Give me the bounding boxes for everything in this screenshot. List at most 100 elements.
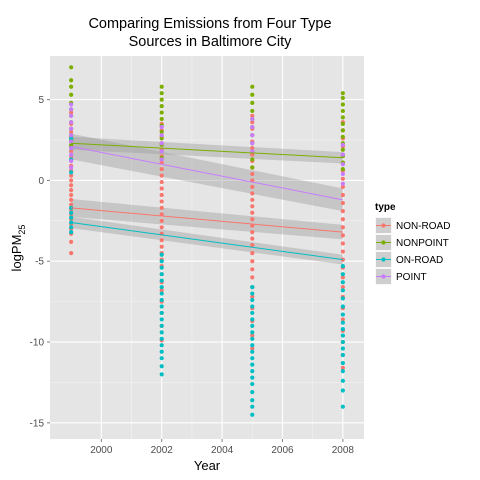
data-point (340, 102, 345, 107)
data-point (340, 327, 345, 332)
data-point (340, 217, 345, 222)
data-point (340, 162, 345, 167)
data-point (159, 129, 164, 135)
data-point (69, 230, 74, 235)
data-point (159, 125, 164, 130)
data-point (250, 217, 255, 222)
data-point (159, 317, 164, 322)
data-point (159, 372, 164, 377)
data-point (250, 259, 255, 264)
data-point (250, 291, 255, 296)
data-point (340, 192, 345, 198)
data-point (69, 202, 74, 207)
data-point (250, 157, 255, 162)
data-point (340, 108, 345, 114)
data-point (69, 251, 74, 256)
data-point (340, 142, 345, 147)
data-point (250, 141, 255, 146)
data-point (340, 312, 345, 317)
data-point (159, 310, 164, 316)
x-tick-label: 2006 (271, 445, 294, 456)
plot-panel (50, 56, 364, 439)
data-point (250, 336, 255, 341)
data-point (69, 197, 74, 202)
data-point (340, 249, 345, 254)
data-point (69, 129, 74, 135)
data-point (69, 178, 74, 183)
data-point (340, 152, 345, 157)
data-point (250, 171, 255, 177)
data-point (340, 200, 345, 206)
legend-key-point (381, 274, 386, 279)
data-point (250, 152, 255, 157)
data-point (69, 136, 74, 141)
data-point (250, 242, 255, 248)
data-point (69, 92, 74, 97)
data-point (159, 304, 164, 309)
data-point (159, 356, 164, 361)
data-point (159, 244, 164, 249)
data-point (69, 142, 74, 147)
y-tick-label: 5 (38, 95, 44, 106)
data-point (69, 102, 74, 107)
data-point (340, 317, 345, 322)
data-point (340, 263, 345, 269)
y-tick-label: -10 (30, 338, 45, 349)
data-point (340, 288, 345, 293)
y-axis-title-sub: 25 (17, 225, 27, 235)
data-point (340, 241, 345, 246)
data-point (340, 167, 345, 172)
data-point (250, 267, 255, 272)
x-tick-label: 2002 (151, 445, 174, 456)
data-point (69, 170, 74, 175)
data-point (340, 360, 345, 366)
data-point (250, 113, 255, 118)
data-point (250, 120, 255, 125)
data-point (250, 323, 255, 328)
data-point (250, 362, 255, 367)
data-point (69, 183, 74, 188)
y-tick-label: -5 (35, 257, 44, 268)
data-point (69, 149, 74, 154)
data-point (340, 225, 345, 230)
data-point (340, 233, 345, 238)
data-point (159, 291, 164, 296)
data-point (250, 251, 255, 256)
data-point (159, 284, 164, 290)
data-point (159, 252, 164, 257)
data-point (250, 92, 255, 97)
data-point (250, 116, 255, 122)
data-point (159, 364, 164, 369)
data-point (250, 346, 255, 351)
data-point (69, 225, 74, 230)
data-point (340, 209, 345, 214)
data-point (159, 192, 164, 198)
fit-lines (71, 142, 343, 261)
data-point (340, 280, 345, 285)
data-point (340, 181, 345, 186)
data-point (250, 284, 255, 290)
legend-label: NON-ROAD (396, 221, 450, 232)
data-point (159, 323, 164, 328)
data-point (69, 152, 74, 157)
data-point (159, 330, 164, 335)
data-point (159, 288, 164, 293)
data-point (250, 343, 255, 348)
data-point (250, 297, 255, 303)
data-point (340, 378, 345, 383)
data-point (159, 278, 164, 283)
data-point (340, 128, 345, 133)
data-point (159, 225, 164, 230)
data-point (250, 84, 255, 89)
data-point (159, 259, 164, 264)
data-point (340, 284, 345, 290)
data-point (69, 126, 74, 131)
legend-key-point (381, 257, 386, 262)
data-point (340, 275, 345, 280)
legend-key-point (381, 223, 386, 228)
data-point (159, 84, 164, 89)
data-point (340, 304, 345, 309)
legend-title: type (375, 202, 396, 213)
data-point (250, 125, 255, 130)
data-point (250, 390, 255, 395)
